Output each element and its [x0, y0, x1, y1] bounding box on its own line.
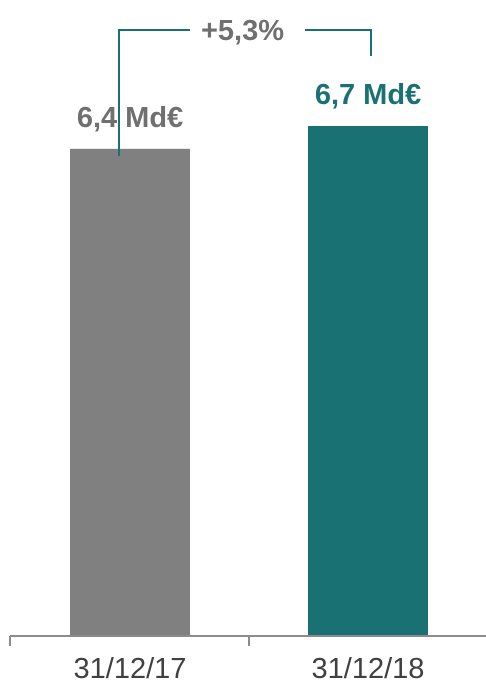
x-tick-label: 31/12/17 [74, 653, 187, 685]
data-label: 6,7 Md€ [315, 79, 421, 111]
bar-31/12/17 [70, 148, 190, 636]
change-annotation: +5,3% [118, 15, 372, 156]
change-bracket [118, 29, 372, 156]
bars-layer [70, 126, 428, 636]
data-labels-layer: 6,4 Md€ 6,7 Md€ [77, 79, 421, 134]
bar-31/12/18 [308, 126, 428, 636]
data-label: 6,4 Md€ [77, 102, 183, 134]
change-label: +5,3% [201, 15, 284, 47]
x-axis: 31/12/17 31/12/18 [9, 635, 486, 685]
x-tick-label: 31/12/18 [312, 653, 425, 685]
